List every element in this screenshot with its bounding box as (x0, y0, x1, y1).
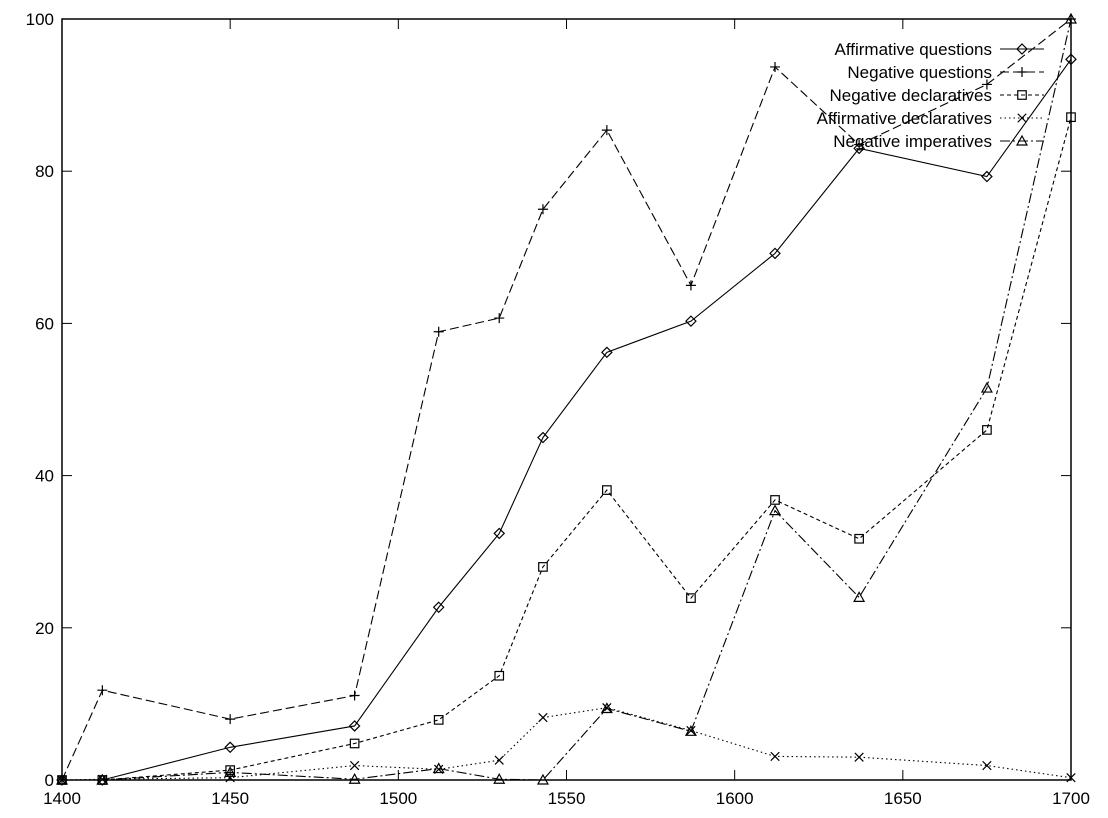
data-point (55, 773, 69, 785)
data-point (601, 346, 613, 359)
data-point (432, 601, 445, 614)
data-point (493, 773, 506, 784)
legend-item: Negative imperatives (833, 132, 1044, 151)
data-point (225, 765, 236, 775)
data-point (349, 690, 360, 701)
data-point (348, 773, 361, 784)
data-point (854, 139, 865, 150)
data-point (537, 431, 549, 444)
data-point (685, 280, 696, 291)
data-point (770, 61, 781, 72)
data-point (1065, 53, 1077, 66)
data-point (433, 326, 444, 337)
data-point (225, 773, 235, 783)
x-tick-label: 1500 (379, 789, 417, 808)
series-cross (57, 703, 1076, 785)
data-point (602, 703, 612, 713)
series-line (62, 18, 1072, 781)
data-point (981, 170, 993, 183)
x-tick-label: 1700 (1052, 789, 1090, 808)
data-point (982, 760, 992, 771)
legend-swatch-marker (1015, 134, 1029, 146)
x-tick-label: 1400 (43, 789, 81, 808)
y-tick-label: 60 (35, 314, 54, 333)
data-point (1066, 773, 1076, 783)
series-diamond (56, 53, 1077, 786)
data-point (770, 495, 780, 505)
data-point (686, 593, 696, 603)
legend-item: Negative questions (847, 63, 1044, 82)
data-point (600, 702, 613, 714)
data-point (770, 751, 780, 762)
data-point (224, 766, 237, 777)
x-axis: 1400 1450 1500 1550 1600 1650 1700 (43, 19, 1090, 808)
data-point (225, 714, 236, 725)
data-point (601, 125, 612, 136)
legend-label: Affirmative declaratives (817, 109, 992, 128)
data-point (536, 773, 549, 785)
data-point (96, 773, 109, 785)
series-plus (57, 14, 1076, 785)
series-triangle (55, 12, 1078, 785)
legend-label: Affirmative questions (835, 40, 992, 59)
data-point (432, 762, 445, 774)
data-point (224, 741, 237, 754)
y-tick-label: 100 (26, 10, 54, 29)
data-point (538, 712, 548, 723)
y-tick-label: 80 (35, 162, 54, 181)
data-point (494, 670, 505, 681)
data-point (494, 755, 504, 765)
data-point (602, 485, 612, 495)
data-point (537, 204, 548, 215)
legend-label: Negative imperatives (833, 132, 992, 151)
data-point (1066, 112, 1076, 123)
y-tick-label: 20 (35, 619, 54, 638)
legend-item: Affirmative questions (835, 40, 1044, 59)
x-tick-label: 1450 (211, 789, 249, 808)
data-point (96, 774, 109, 786)
data-point (538, 562, 548, 572)
data-point (853, 142, 865, 155)
legend-swatch-marker (1016, 43, 1028, 55)
series-line (62, 59, 1072, 781)
y-tick-label: 0 (45, 771, 54, 790)
legend-swatch-marker (1017, 113, 1027, 123)
data-point (349, 738, 360, 749)
legend-swatch-marker (1017, 90, 1027, 100)
data-point (982, 425, 992, 435)
data-point (853, 591, 866, 602)
legend-swatch-marker (1017, 67, 1027, 77)
data-point (97, 685, 108, 696)
series-line (61, 707, 1072, 781)
data-point (97, 774, 108, 784)
data-point (980, 381, 993, 393)
data-point (684, 725, 697, 736)
legend: Affirmative questions Negative questions N… (817, 40, 1044, 151)
data-point (769, 247, 781, 260)
data-point (854, 752, 864, 762)
data-point (685, 315, 697, 327)
series-line (62, 117, 1072, 781)
y-axis: 0 20 40 60 80 100 (26, 10, 1071, 790)
data-point (494, 313, 505, 324)
data-point (433, 715, 444, 725)
data-point (349, 760, 360, 771)
series-layer (55, 12, 1078, 786)
data-point (1064, 12, 1078, 24)
data-point (769, 504, 782, 516)
y-tick-label: 40 (35, 467, 54, 486)
legend-label: Negative questions (847, 63, 992, 82)
legend-label: Negative declaratives (829, 86, 992, 105)
data-point (348, 720, 361, 732)
legend-item: Negative declaratives (829, 86, 1044, 105)
x-tick-label: 1650 (884, 789, 922, 808)
data-point (493, 527, 506, 540)
data-point (854, 533, 864, 544)
legend-item: Affirmative declaratives (817, 109, 1044, 128)
data-point (981, 79, 992, 90)
x-tick-label: 1550 (548, 789, 586, 808)
x-tick-label: 1600 (716, 789, 754, 808)
series-square (57, 112, 1076, 785)
